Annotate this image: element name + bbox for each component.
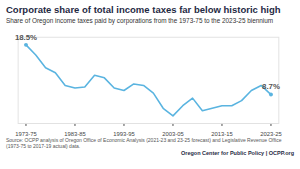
svg-text:2023-25: 2023-25 <box>260 131 282 136</box>
html-text:Oregon Center for Public Polic: Oregon Center for Public Policy | OCPP.o… <box>181 149 294 156</box>
svg-text:1983-85: 1983-85 <box>64 131 86 136</box>
svg-text:1993-95: 1993-95 <box>113 131 135 136</box>
svg-text:2013-15: 2013-15 <box>211 131 233 136</box>
html-text:Source: OCPP analysis of Orego: Source: OCPP analysis of Oregon Office o… <box>6 136 282 149</box>
svg-text:18.5%: 18.5% <box>15 33 37 42</box>
html-text:Corporate share of total incom: Corporate share of total income taxes fa… <box>6 4 281 15</box>
svg-text:1973-75: 1973-75 <box>15 131 37 136</box>
html-text:Share of Oregon income taxes p: Share of Oregon income taxes paid by cor… <box>6 17 274 24</box>
svg-text:8.7%: 8.7% <box>262 82 280 91</box>
svg-text:2003-05: 2003-05 <box>162 131 184 136</box>
